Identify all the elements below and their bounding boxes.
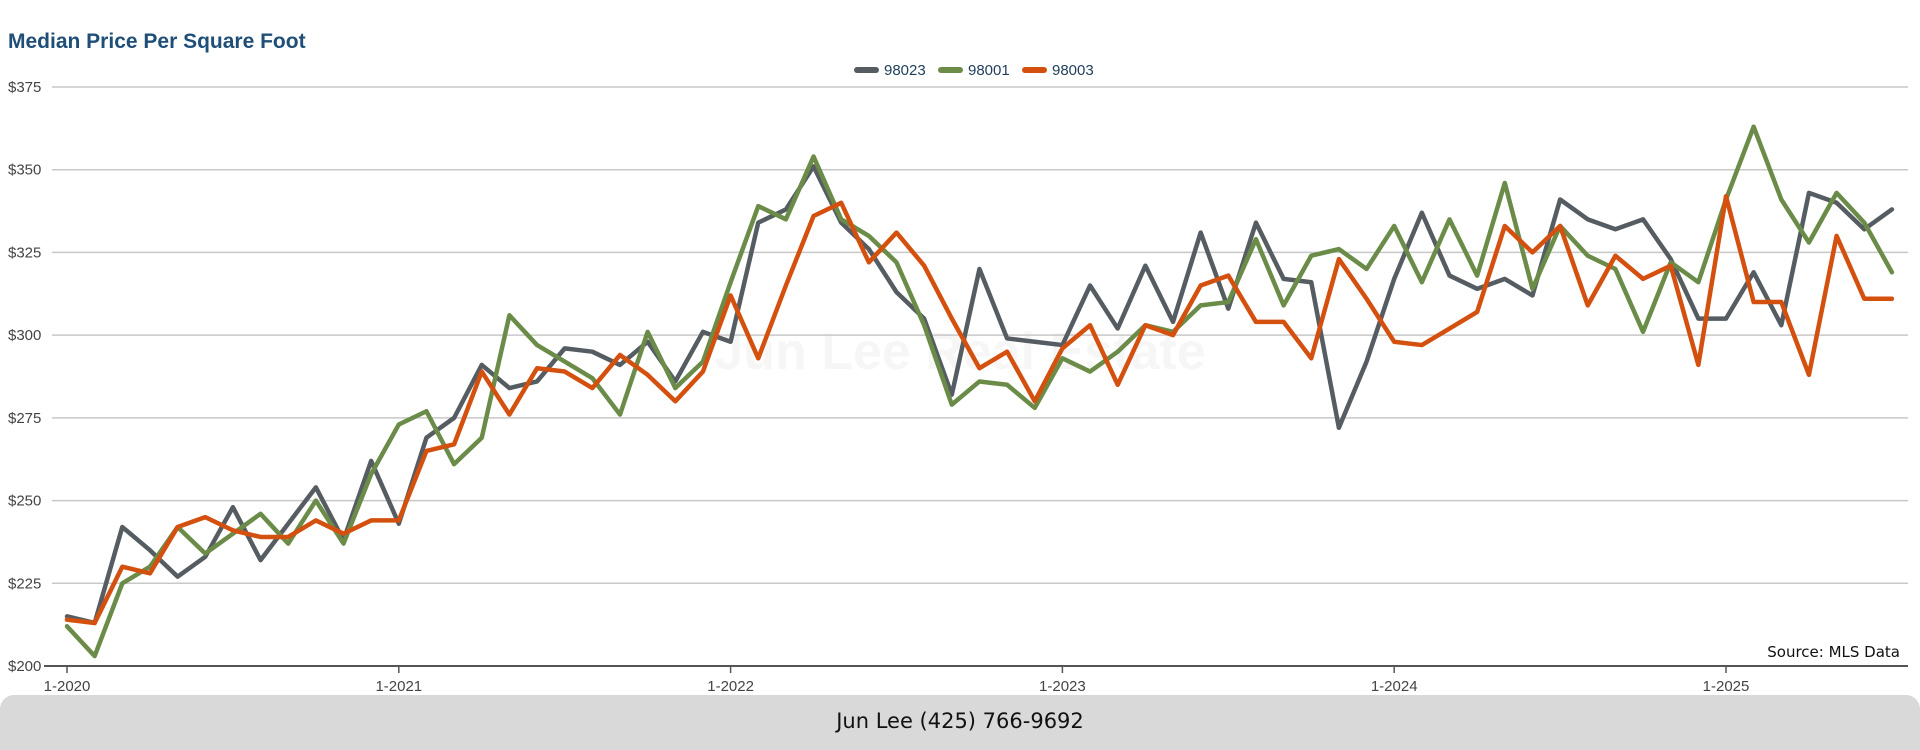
source-note: Source: MLS Data bbox=[1767, 643, 1900, 661]
y-tick-label: $325 bbox=[8, 244, 41, 261]
series-line-98001 bbox=[64, 124, 1895, 659]
y-tick-label: $350 bbox=[8, 162, 41, 179]
series-line-98023 bbox=[64, 164, 1895, 626]
legend-label-98023: 98023 bbox=[884, 62, 926, 79]
y-tick-label: $250 bbox=[8, 493, 41, 510]
y-tick-label: $300 bbox=[8, 327, 41, 344]
series-lines bbox=[64, 124, 1895, 659]
footer-contact: Jun Lee (425) 766-9692 bbox=[836, 709, 1084, 733]
legend: 98023 98001 98003 bbox=[854, 62, 1094, 79]
axes: $200 $225 $250 $275 $300 $325 $350 $375 1-2020 1-… bbox=[8, 79, 1908, 695]
footer-bar: Jun Lee (425) 766-9692 bbox=[0, 695, 1920, 750]
chart-title: Median Price Per Square Foot bbox=[8, 30, 306, 53]
y-tick-label: $225 bbox=[8, 575, 41, 592]
legend-label-98003: 98003 bbox=[1052, 62, 1094, 79]
y-tick-label: $200 bbox=[8, 658, 41, 675]
series-line-98003 bbox=[64, 193, 1895, 626]
x-tick-label: 1-2025 bbox=[1703, 678, 1750, 695]
legend-label-98001: 98001 bbox=[968, 62, 1010, 79]
x-tick-label: 1-2021 bbox=[375, 678, 422, 695]
y-tick-label: $375 bbox=[8, 79, 41, 96]
x-tick-label: 1-2020 bbox=[44, 678, 91, 695]
x-tick-label: 1-2022 bbox=[707, 678, 754, 695]
x-tick-label: 1-2023 bbox=[1039, 678, 1086, 695]
y-tick-label: $275 bbox=[8, 410, 41, 427]
x-tick-label: 1-2024 bbox=[1371, 678, 1418, 695]
grid-lines bbox=[52, 86, 1908, 585]
